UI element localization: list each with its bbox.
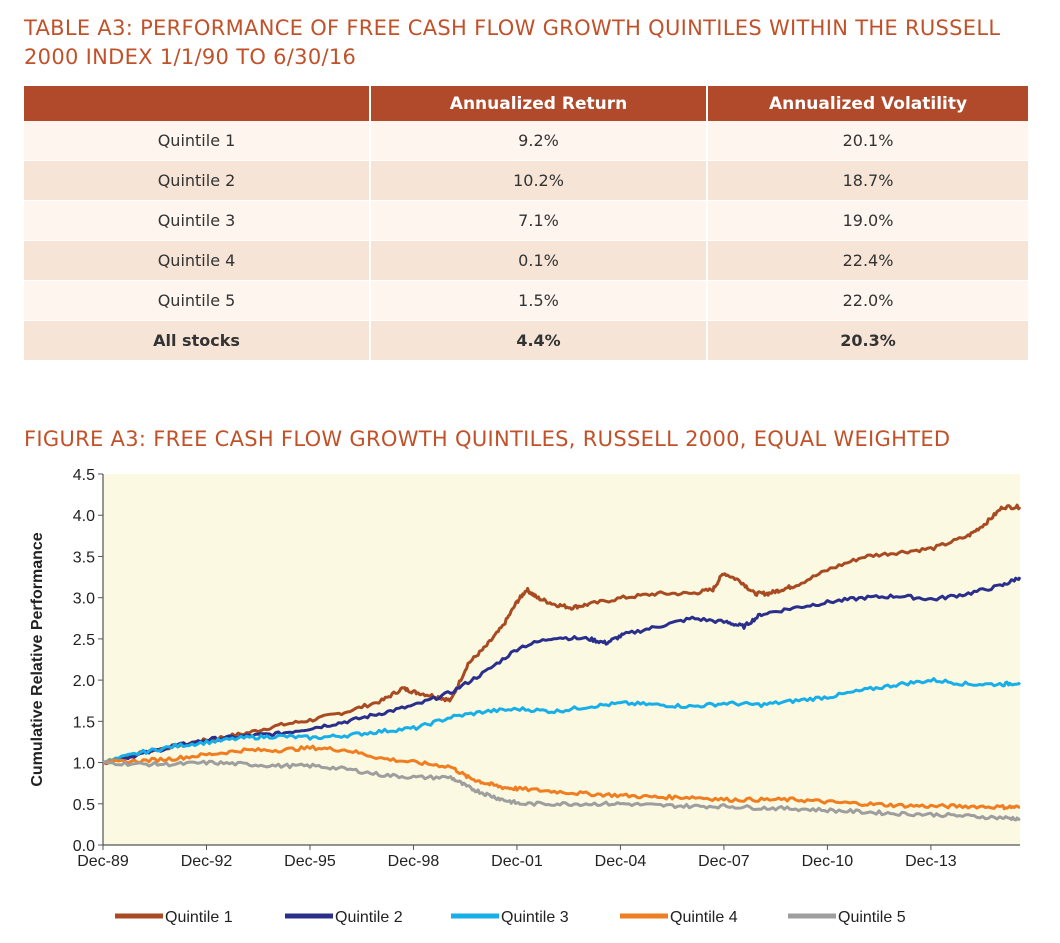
header-annualized-return: Annualized Return xyxy=(370,86,708,121)
y-tick-label: 3.0 xyxy=(73,591,95,608)
row-label: Quintile 5 xyxy=(24,280,371,321)
y-tick-label: 3.5 xyxy=(73,549,95,566)
x-tick-label: Dec-98 xyxy=(388,853,440,870)
performance-table: Annualized Return Annualized Volatility … xyxy=(24,86,1028,361)
row-label: Quintile 4 xyxy=(24,240,371,281)
y-tick-label: 2.5 xyxy=(73,632,95,649)
row-volatility: 18.7% xyxy=(707,160,1028,201)
row-return: 9.2% xyxy=(370,121,708,161)
series-line-quintile-4 xyxy=(102,744,1021,811)
table-row: Quintile 4 0.1% 22.4% xyxy=(24,240,1028,281)
row-volatility: 20.3% xyxy=(707,320,1028,361)
plot-background xyxy=(103,474,1020,845)
row-label: All stocks xyxy=(24,320,371,361)
series-line-quintile-1 xyxy=(102,503,1022,765)
row-volatility: 19.0% xyxy=(707,200,1028,241)
row-return: 7.1% xyxy=(370,200,708,241)
x-tick-label: Dec-92 xyxy=(181,853,233,870)
y-tick-label: 0.0 xyxy=(73,838,95,855)
x-tick-label: Dec-13 xyxy=(905,853,957,870)
x-tick-label: Dec-89 xyxy=(77,853,129,870)
row-return: 1.5% xyxy=(370,280,708,321)
table-row: Quintile 5 1.5% 22.0% xyxy=(24,280,1028,321)
x-tick-label: Dec-04 xyxy=(595,853,647,870)
x-tick-label: Dec-10 xyxy=(802,853,854,870)
header-annualized-volatility: Annualized Volatility xyxy=(707,86,1028,121)
table-row: Quintile 3 7.1% 19.0% xyxy=(24,200,1028,241)
figure-title: FIGURE A3: FREE CASH FLOW GROWTH QUINTIL… xyxy=(24,427,951,451)
y-axis-title: Cumulative Relative Performance xyxy=(29,532,46,786)
y-tick-label: 4.0 xyxy=(73,508,95,525)
row-volatility: 22.4% xyxy=(707,240,1028,281)
y-tick-label: 2.0 xyxy=(73,673,95,690)
y-tick-label: 0.5 xyxy=(73,797,95,814)
row-return: 10.2% xyxy=(370,160,708,201)
row-return: 0.1% xyxy=(370,240,708,281)
legend-label-quintile-5: Quintile 5 xyxy=(838,909,906,926)
header-empty xyxy=(24,86,371,121)
table-title: TABLE A3: PERFORMANCE OF FREE CASH FLOW … xyxy=(24,16,1001,69)
row-volatility: 22.0% xyxy=(707,280,1028,321)
row-volatility: 20.1% xyxy=(707,121,1028,161)
series-line-quintile-5 xyxy=(102,759,1021,822)
row-label: Quintile 1 xyxy=(24,121,371,161)
legend-label-quintile-4: Quintile 4 xyxy=(670,909,738,926)
table-row: Quintile 1 9.2% 20.1% xyxy=(24,121,1028,161)
x-tick-label: Dec-01 xyxy=(491,853,543,870)
row-label: Quintile 2 xyxy=(24,160,371,201)
legend-label-quintile-3: Quintile 3 xyxy=(501,909,569,926)
table-row-all-stocks: All stocks 4.4% 20.3% xyxy=(24,320,1028,361)
row-label: Quintile 3 xyxy=(24,200,371,241)
legend-label-quintile-1: Quintile 1 xyxy=(165,909,233,926)
row-return: 4.4% xyxy=(370,320,708,361)
y-tick-label: 4.5 xyxy=(73,467,95,484)
table-header-row: Annualized Return Annualized Volatility xyxy=(24,86,1028,121)
y-tick-label: 1.5 xyxy=(73,714,95,731)
legend-label-quintile-2: Quintile 2 xyxy=(335,909,403,926)
series-line-quintile-2 xyxy=(102,576,1022,766)
x-tick-label: Dec-95 xyxy=(284,853,336,870)
y-tick-label: 1.0 xyxy=(73,756,95,773)
table-row: Quintile 2 10.2% 18.7% xyxy=(24,160,1028,201)
x-tick-label: Dec-07 xyxy=(698,853,750,870)
line-chart: 0.0 0.5 1.0 1.5 2.0 2.5 3.0 3.5 4.0 4.5 Dec-89 Dec-… xyxy=(29,467,1022,926)
series-line-quintile-3 xyxy=(103,677,1022,765)
